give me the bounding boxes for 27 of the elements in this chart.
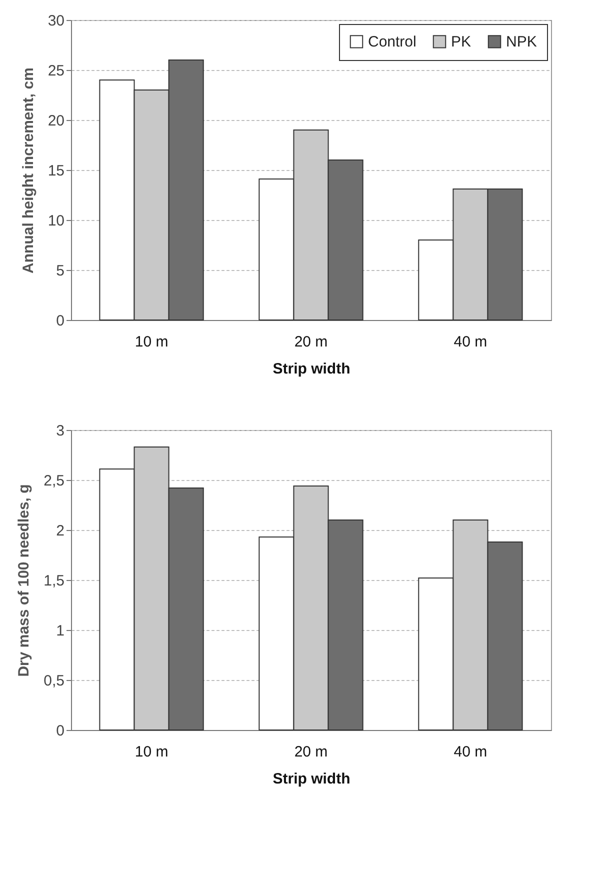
legend-label: Control <box>368 34 416 51</box>
y-tick-label: 30 <box>48 12 64 30</box>
x-tick-label: 10 m <box>134 334 168 350</box>
x-axis-title: Strip width <box>272 770 350 788</box>
y-axis-title: Dry mass of 100 needles, g <box>16 484 33 677</box>
x-tick-label: 40 m <box>454 334 488 350</box>
legend-label: PK <box>451 34 472 51</box>
x-axis-title: Strip width <box>272 360 350 378</box>
y-tick-label: 0 <box>56 312 64 330</box>
y-tick-label: 2 <box>56 522 64 540</box>
y-tick-label: 0 <box>56 722 64 740</box>
y-tick-label: 1 <box>56 622 64 640</box>
legend-label: NPK <box>506 34 537 51</box>
y-tick-label: 2,5 <box>44 472 64 490</box>
y-tick-label: 20 <box>48 112 64 130</box>
x-tick-label: 20 m <box>294 334 328 350</box>
y-tick-label: 0,5 <box>44 672 64 690</box>
y-tick-label: 10 <box>48 212 64 230</box>
y-tick-label: 15 <box>48 162 64 180</box>
y-tick-label: 25 <box>48 62 64 80</box>
y-tick-label: 1,5 <box>44 572 64 590</box>
x-tick-label: 20 m <box>294 744 328 760</box>
x-tick-label: 40 m <box>454 744 488 760</box>
y-tick-label: 3 <box>56 422 64 440</box>
y-tick-label: 5 <box>56 262 64 280</box>
x-tick-label: 10 m <box>134 744 168 760</box>
y-axis-title: Annual height increment, cm <box>20 68 37 274</box>
